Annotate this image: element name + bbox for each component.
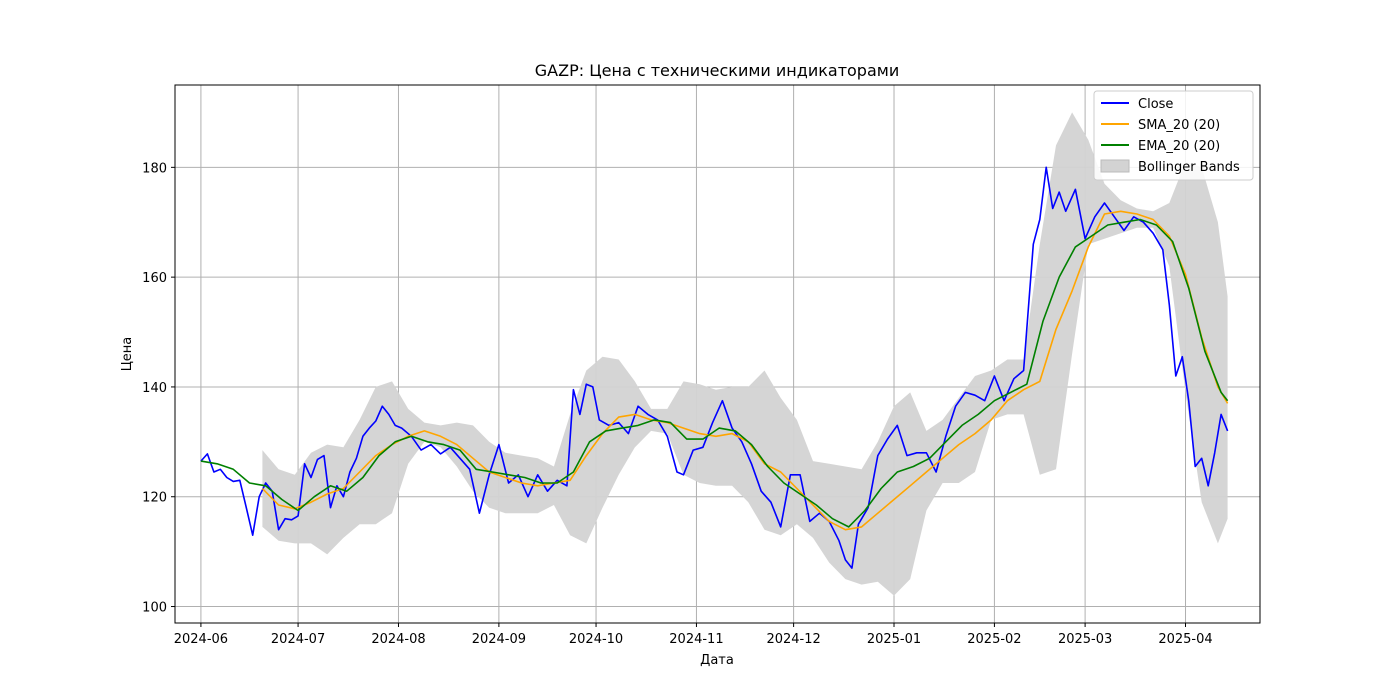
series-line-ema-20-20 (200, 218, 1229, 528)
bollinger-band-area (262, 112, 1228, 596)
x-tick-label: 2024-06 (174, 632, 228, 647)
x-tick-label: 2025-01 (867, 632, 921, 647)
y-tick-label: 160 (142, 271, 167, 286)
x-tick-label: 2024-08 (371, 632, 425, 647)
y-tick-label: 140 (142, 381, 167, 396)
x-tick-label: 2024-07 (271, 632, 325, 647)
chart-title: GAZP: Цена с техническими индикаторами (535, 61, 899, 80)
legend-label-bollinger-bands: Bollinger Bands (1138, 160, 1240, 175)
y-tick-label: 180 (142, 161, 167, 176)
x-tick-label: 2025-03 (1058, 632, 1112, 647)
legend-box (1093, 90, 1254, 181)
x-tick-label: 2024-10 (569, 632, 623, 647)
series-line-close (200, 166, 1229, 569)
x-tick-label: 2024-11 (669, 632, 723, 647)
bollinger-band (262, 112, 1228, 596)
x-tick-label: 2025-02 (967, 632, 1021, 647)
legend-swatch-bollinger-bands (1100, 159, 1130, 173)
x-axis-title: Дата (700, 653, 734, 668)
x-axis: 2024-06 2024-07 2024-08 2024-09 2024-10 2024-… (174, 623, 1213, 647)
y-tick-label: 100 (142, 601, 167, 616)
legend-label-close: Close (1138, 97, 1173, 112)
legend-label-ema-20-20: EMA_20 (20) (1138, 139, 1220, 154)
plot-frame (174, 84, 1261, 624)
x-tick-label: 2025-04 (1158, 632, 1212, 647)
x-tick-label: 2024-12 (766, 632, 820, 647)
y-axis-title: Цена (120, 337, 135, 372)
series-lines (200, 166, 1229, 569)
x-tick-label: 2024-09 (472, 632, 526, 647)
legend-label-sma-20-20: SMA_20 (20) (1138, 118, 1220, 133)
y-tick-label: 120 (142, 491, 167, 506)
legend: Close SMA_20 (20) EMA_20 (20) Bollinger Ban… (1093, 90, 1254, 181)
y-axis: 100 120 140 160 180 (142, 161, 175, 616)
